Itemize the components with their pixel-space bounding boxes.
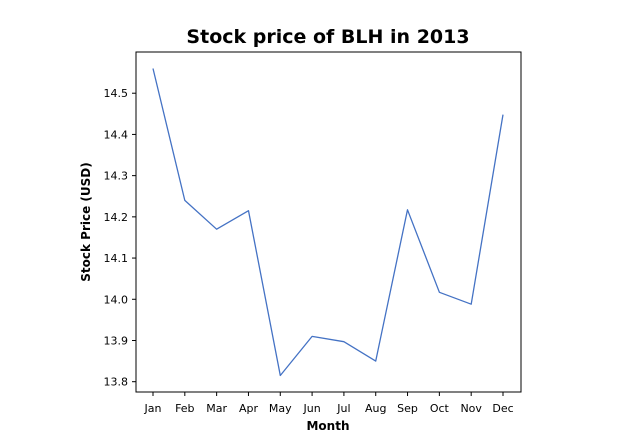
x-tick-label: Dec xyxy=(492,402,513,415)
series-layer xyxy=(152,68,504,377)
y-tick-label: 13.8 xyxy=(104,376,129,389)
y-tick-label: 14.1 xyxy=(104,252,129,265)
y-tick-label: 14.3 xyxy=(104,170,129,183)
x-tick-label: Apr xyxy=(239,402,259,415)
x-tick-label: Jul xyxy=(336,402,350,415)
x-tick-label: Mar xyxy=(206,402,227,415)
x-axis-title: Month xyxy=(306,419,349,433)
x-tick-label: Sep xyxy=(397,402,418,415)
plot-frame xyxy=(135,51,522,393)
x-tick-label: Nov xyxy=(460,402,482,415)
y-tick-label: 14.4 xyxy=(104,128,129,141)
y-tick-label: 14.0 xyxy=(104,293,129,306)
y-axis-title: Stock Price (USD) xyxy=(79,162,93,281)
y-tick-label: 14.2 xyxy=(104,211,129,224)
y-axis: 13.8 13.9 14.0 14.1 14.2 14.3 14.4 14.5 xyxy=(104,87,136,389)
x-tick-label: Jun xyxy=(302,402,320,415)
series-line xyxy=(152,68,504,377)
y-tick-label: 13.9 xyxy=(104,334,129,347)
x-axis: Jan Feb Mar Apr May Jun Jul Aug Sep Oct Nov Dec xyxy=(144,392,514,415)
y-tick-label: 14.5 xyxy=(104,87,129,100)
chart-title: Stock price of BLH in 2013 xyxy=(186,26,469,48)
x-tick-label: Oct xyxy=(430,402,450,415)
x-tick-label: Jan xyxy=(144,402,162,415)
x-tick-label: May xyxy=(269,402,292,415)
x-tick-label: Aug xyxy=(365,402,386,415)
x-tick-label: Feb xyxy=(175,402,194,415)
